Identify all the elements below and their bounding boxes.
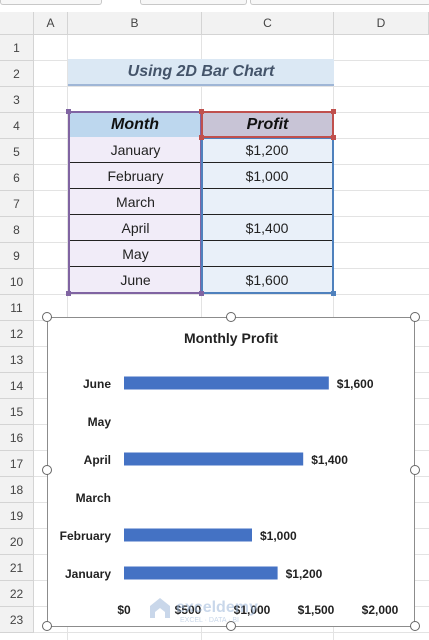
range-handle[interactable] (331, 135, 336, 140)
column-header-a[interactable]: A (34, 12, 68, 35)
month-cell[interactable]: March (68, 189, 202, 215)
sheet-tab-strip (0, 0, 429, 12)
month-cell[interactable]: May (68, 241, 202, 267)
bar-april[interactable] (124, 452, 304, 466)
profit-cell[interactable]: $1,600 (201, 267, 334, 293)
x-tick-label: $2,000 (362, 603, 399, 617)
row-header[interactable]: 9 (0, 243, 34, 269)
category-label: March (76, 491, 111, 505)
row-header[interactable]: 16 (0, 425, 34, 451)
row-header[interactable]: 19 (0, 503, 34, 529)
profit-cell[interactable]: $1,000 (201, 163, 334, 189)
month-cell[interactable]: January (68, 137, 202, 163)
chart-resize-handle-e[interactable] (410, 465, 420, 475)
row-header[interactable]: 23 (0, 607, 34, 633)
row-header[interactable]: 17 (0, 451, 34, 477)
range-handle[interactable] (331, 109, 336, 114)
profit-cell[interactable]: $1,200 (201, 137, 334, 163)
category-label: April (84, 453, 111, 467)
select-all-corner[interactable] (0, 12, 34, 35)
range-handle[interactable] (331, 291, 336, 296)
exceldemy-logo-icon: exceldemy EXCEL · DATA · BI (150, 598, 258, 624)
x-tick-label: $0 (117, 603, 131, 617)
chart-resize-handle-w[interactable] (42, 465, 52, 475)
x-tick-label: $1,000 (234, 603, 271, 617)
range-handle[interactable] (199, 109, 204, 114)
profit-cell[interactable]: $1,400 (201, 215, 334, 241)
tab-edge-right[interactable] (250, 0, 429, 5)
row-header[interactable]: 2 (0, 61, 34, 87)
row-header[interactable]: 11 (0, 295, 34, 321)
range-handle[interactable] (199, 291, 204, 296)
chart-resize-handle-ne[interactable] (410, 312, 420, 322)
tab-edge-left[interactable] (0, 0, 102, 5)
row-header[interactable]: 21 (0, 555, 34, 581)
row-header[interactable]: 15 (0, 399, 34, 425)
bar-january[interactable] (124, 566, 278, 580)
column-header-d[interactable]: D (334, 12, 429, 35)
x-tick-label: $1,500 (298, 603, 335, 617)
row-header[interactable]: 20 (0, 529, 34, 555)
column-header-b[interactable]: B (68, 12, 202, 35)
category-label: June (83, 377, 111, 391)
watermark-name: exceldemy (176, 599, 258, 616)
row-header[interactable]: 18 (0, 477, 34, 503)
range-handle[interactable] (66, 109, 71, 114)
row-header[interactable]: 13 (0, 347, 34, 373)
row-header[interactable]: 8 (0, 217, 34, 243)
month-cell[interactable]: April (68, 215, 202, 241)
chart-resize-handle-nw[interactable] (42, 312, 52, 322)
tab-edge-middle[interactable] (140, 0, 247, 5)
x-tick-label: $500 (175, 603, 202, 617)
row-header[interactable]: 3 (0, 87, 34, 113)
profit-cell[interactable] (201, 189, 334, 215)
row-header[interactable]: 6 (0, 165, 34, 191)
bar-february[interactable] (124, 528, 252, 542)
row-header[interactable]: 1 (0, 35, 34, 61)
grid-line-row (34, 632, 429, 633)
range-handle[interactable] (199, 135, 204, 140)
row-header[interactable]: 7 (0, 191, 34, 217)
row-header[interactable]: 5 (0, 139, 34, 165)
chart-resize-handle-s[interactable] (226, 621, 236, 631)
data-label: $1,200 (286, 567, 323, 581)
bar-june[interactable] (124, 376, 329, 390)
chart-resize-handle-se[interactable] (410, 621, 420, 631)
data-label: $1,000 (260, 529, 297, 543)
row-header[interactable]: 10 (0, 269, 34, 295)
column-header-c[interactable]: C (202, 12, 334, 35)
row-header[interactable]: 4 (0, 113, 34, 139)
row-header[interactable]: 12 (0, 321, 34, 347)
month-cell[interactable]: June (68, 267, 202, 293)
profit-cell[interactable] (201, 241, 334, 267)
header-month-cell[interactable]: Month (68, 111, 202, 138)
row-header[interactable]: 22 (0, 581, 34, 607)
category-label: May (88, 415, 112, 429)
grid-line-row (34, 86, 429, 87)
category-label: January (65, 567, 111, 581)
bar-chart-plot: Monthly Profit June $1,600 May April $1,400 M… (60, 330, 399, 617)
bar-chart[interactable]: Monthly Profit June $1,600 May April $1,400 M… (47, 317, 415, 627)
chart-resize-handle-sw[interactable] (42, 621, 52, 631)
grid-line-row (34, 294, 429, 295)
chart-resize-handle-n[interactable] (226, 312, 236, 322)
data-label: $1,600 (337, 377, 374, 391)
category-label: February (60, 529, 112, 543)
range-handle[interactable] (66, 291, 71, 296)
watermark-tagline: EXCEL · DATA · BI (180, 617, 239, 624)
header-profit-cell[interactable]: Profit (201, 111, 334, 138)
exceldemy-watermark: exceldemy EXCEL · DATA · BI (146, 592, 296, 626)
row-header[interactable]: 14 (0, 373, 34, 399)
month-cell[interactable]: February (68, 163, 202, 189)
chart-title[interactable]: Monthly Profit (184, 330, 278, 346)
data-label: $1,400 (311, 453, 348, 467)
sheet-title-cell[interactable]: Using 2D Bar Chart (68, 59, 334, 86)
